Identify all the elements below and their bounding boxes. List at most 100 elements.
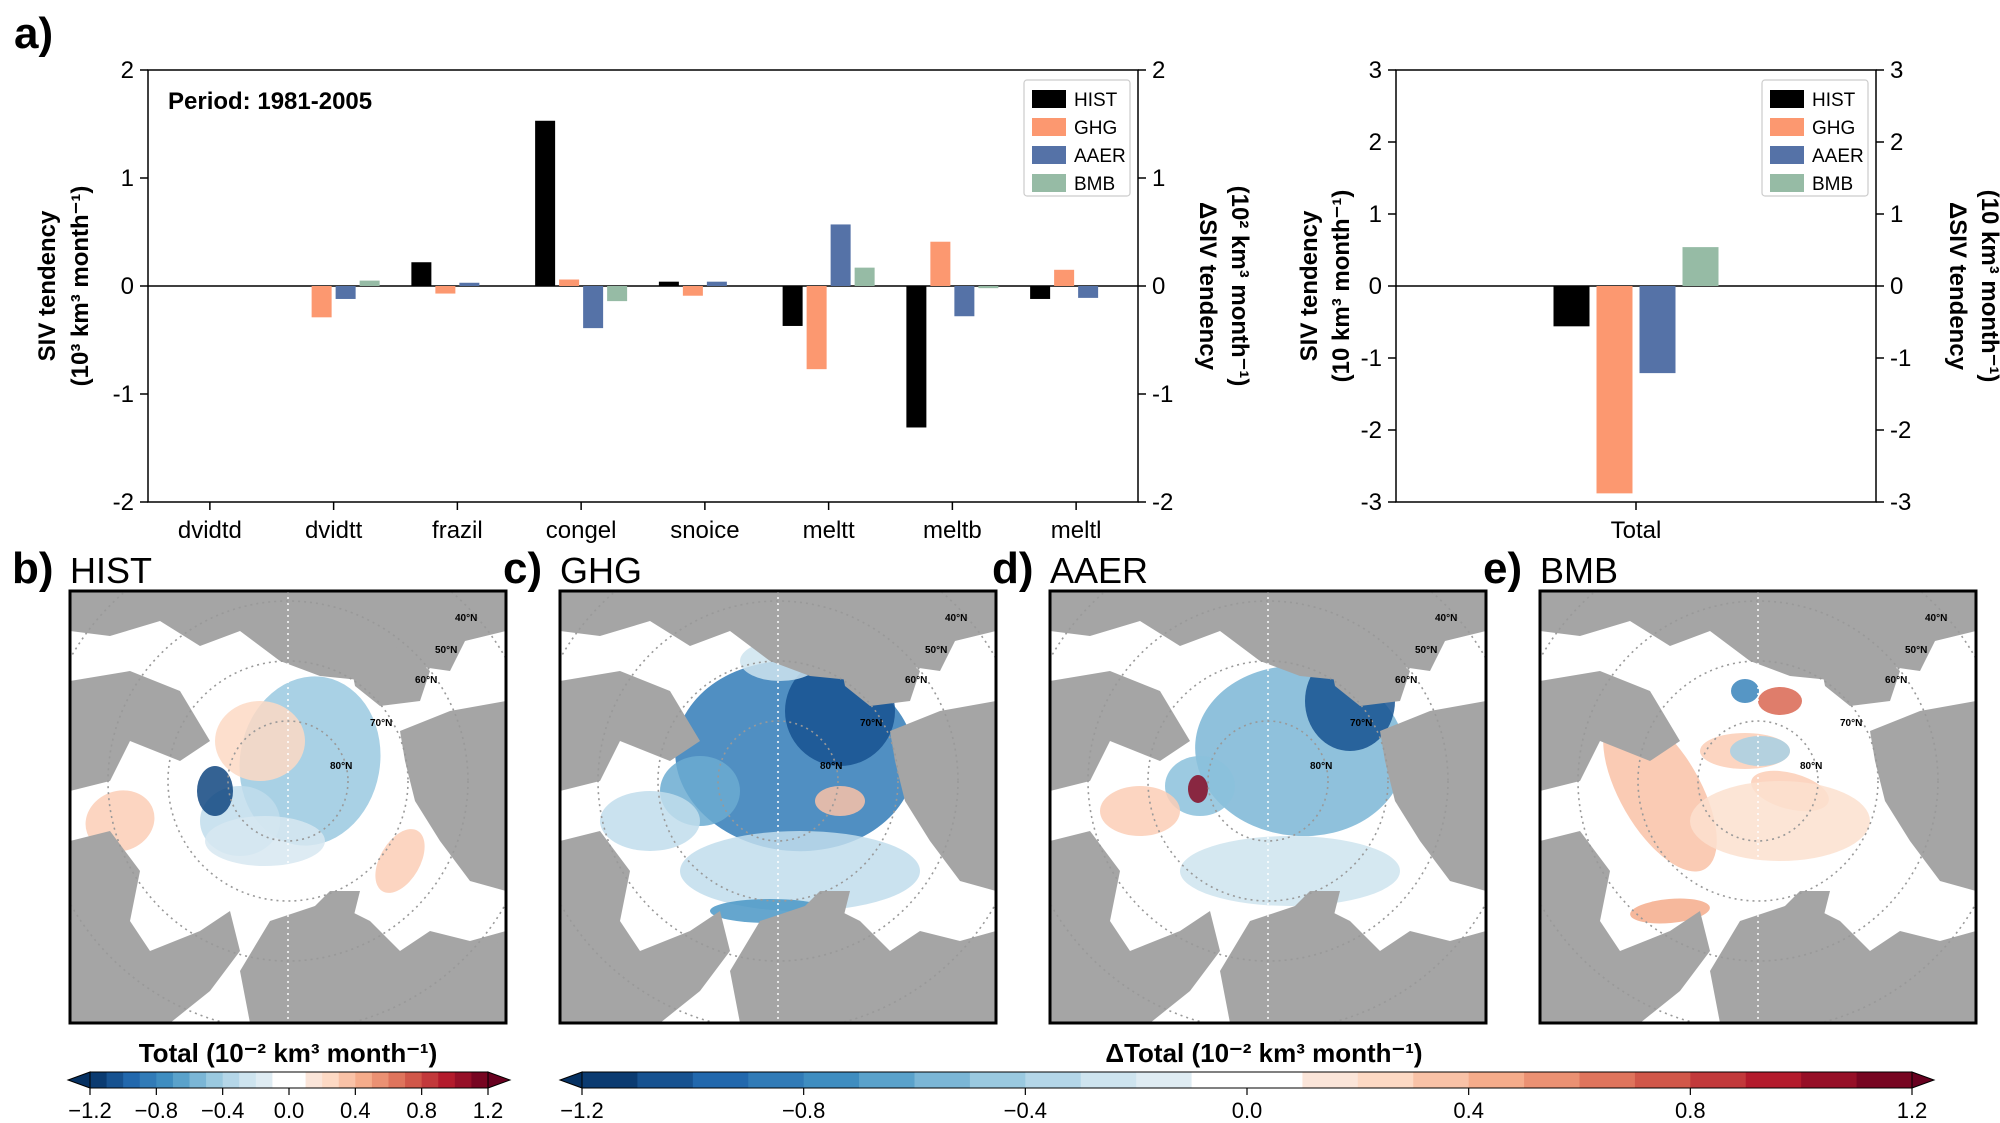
latitude-circle (167, 660, 409, 902)
land-greenland (1050, 831, 1220, 1023)
y2-tick-label: 1 (1890, 201, 1903, 228)
bar-ghg-frazil (435, 286, 456, 294)
land-siberia (1870, 701, 1976, 891)
lat-label: 40°N (455, 613, 477, 624)
map-title-aaer: AAER (1050, 550, 1148, 591)
y-axis-label-line2: (10³ km³ month⁻¹) (67, 186, 94, 387)
bar-ghg-meltl (1054, 269, 1075, 286)
y2-tick-label: -2 (1890, 417, 1911, 444)
lat-label: 60°N (1885, 675, 1907, 686)
lat-label: 40°N (945, 613, 967, 624)
land-kamchatka (840, 646, 920, 706)
colorbar-small-segment (156, 1072, 174, 1088)
y-tick-label: -1 (1361, 345, 1382, 372)
latitude-circle (1207, 720, 1329, 842)
colorbar-big-segment (1136, 1072, 1193, 1088)
y2-tick-label: 2 (1890, 129, 1903, 156)
land-siberia (400, 701, 506, 891)
colorbar-big-segment (1357, 1072, 1414, 1088)
land-archipelago (1770, 891, 1830, 941)
anomaly-field (215, 701, 305, 781)
colorbar-small-segment (189, 1072, 207, 1088)
y2-tick-label: 3 (1890, 57, 1903, 84)
land-siberia (890, 701, 996, 891)
latitude-circle (1087, 600, 1449, 962)
bar-ghg-meltt (806, 286, 827, 370)
anomaly-field (1630, 898, 1710, 924)
colorbar-big-segment (582, 1072, 639, 1088)
colorbar-small-tick-label: −1.2 (68, 1098, 111, 1118)
colorbar-big-segment (1468, 1072, 1525, 1088)
land-north-america (1710, 901, 1976, 1023)
colorbar-big-segment (859, 1072, 916, 1088)
colorbar-small-segment (371, 1072, 390, 1088)
bar-hist-meltl (1030, 286, 1051, 299)
lat-label: 50°N (1415, 645, 1437, 656)
colorbar-small-segment (139, 1072, 157, 1088)
x-tick-label: Total (1611, 517, 1662, 544)
land-archipelago (1280, 891, 1340, 941)
lat-label: 80°N (1310, 761, 1332, 772)
colorbar-small-segment (206, 1072, 224, 1088)
y-axis-label-total-line2: (10 km³ month⁻¹) (1328, 190, 1355, 383)
bar-hist-total (1553, 286, 1590, 327)
land-kamchatka (1820, 646, 1900, 706)
y2-tick-label: -3 (1890, 489, 1911, 516)
lat-label: 80°N (820, 761, 842, 772)
land-siberia (1380, 701, 1486, 891)
y2-tick-label: -2 (1152, 489, 1173, 516)
map-0: 40°N 50°N 60°N 70°N 80°N (70, 591, 506, 1023)
anomaly-field (1730, 736, 1790, 766)
x-tick-label: frazil (432, 517, 483, 544)
colorbar-small-segment (305, 1072, 323, 1088)
legend-label-bmb: BMB (1074, 174, 1115, 195)
y2-tick-label: 2 (1152, 57, 1165, 84)
panel-d-label: d) (992, 544, 1034, 593)
x-tick-label: meltt (803, 517, 855, 544)
colorbar-big: −1.2 −0.8 −0.4 0.0 0.4 0.8 1.2 (558, 1071, 1936, 1123)
colorbar-big-segment (1025, 1072, 1082, 1088)
period-label: Period: 1981-2005 (168, 88, 372, 115)
anomaly-field (815, 786, 865, 816)
y2-tick-label: 0 (1890, 273, 1903, 300)
colorbar-big-segment (803, 1072, 860, 1088)
land-north-america (730, 901, 996, 1023)
colorbar-small-segment (454, 1072, 473, 1088)
land-alaska (1420, 941, 1486, 1023)
x-tick-label: dvidtd (178, 517, 242, 544)
bar-hist-snoice (658, 281, 679, 286)
y2-axis-label-total-line1: ΔSIV tendency (1944, 202, 1971, 371)
colorbar-big-tick-label: 1.2 (1897, 1098, 1928, 1118)
lat-label: 60°N (1395, 675, 1417, 686)
bar-aaer-frazil (459, 282, 480, 286)
map-title-ghg: GHG (560, 550, 642, 591)
land-north-america (1220, 901, 1486, 1023)
colorbar-small-tick-label: −0.4 (201, 1098, 244, 1118)
colorbar-big-segment (1302, 1072, 1359, 1088)
colorbar-big-segment (914, 1072, 971, 1088)
bar-ghg-meltb (930, 241, 951, 286)
panel-b-label: b) (12, 544, 54, 593)
colorbar-big-segment (1247, 1072, 1304, 1088)
bar-aaer-total (1639, 286, 1676, 374)
lat-label: 70°N (1840, 718, 1862, 729)
legend-swatch-bmb (1032, 174, 1066, 192)
colorbar-small-segment (239, 1072, 257, 1088)
legend-label-hist: HIST (1074, 90, 1118, 111)
latitude-circle (597, 600, 959, 962)
lat-label: 40°N (1925, 613, 1947, 624)
lat-label: 50°N (435, 645, 457, 656)
colorbar-big-tick-label: −1.2 (560, 1098, 603, 1118)
colorbar-small-extend-low (66, 1071, 91, 1089)
land-north-america (240, 901, 506, 1023)
land-alaska (440, 941, 506, 1023)
colorbar-small-segment (322, 1072, 340, 1088)
colorbar-big-extend-high (1911, 1071, 1936, 1089)
y-tick-label: -3 (1361, 489, 1382, 516)
lat-label: 60°N (905, 675, 927, 686)
bar-aaer-meltb (954, 286, 975, 317)
colorbar-small-segment (289, 1072, 307, 1088)
lat-label: 70°N (1350, 718, 1372, 729)
colorbar-small-segment (355, 1072, 373, 1088)
lat-label: 70°N (860, 718, 882, 729)
